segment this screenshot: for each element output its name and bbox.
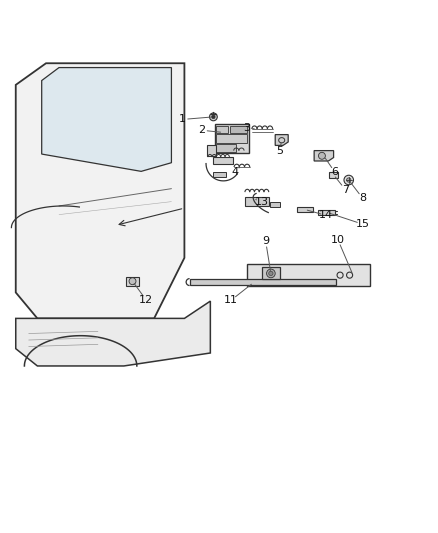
Text: 12: 12	[139, 295, 153, 305]
Polygon shape	[213, 172, 226, 176]
Polygon shape	[16, 301, 210, 366]
Polygon shape	[213, 157, 233, 164]
Circle shape	[129, 278, 136, 285]
Text: 13: 13	[254, 198, 268, 207]
Polygon shape	[190, 279, 336, 285]
Text: 3: 3	[244, 123, 251, 133]
Text: 4: 4	[232, 167, 239, 177]
Text: 11: 11	[224, 295, 238, 305]
Circle shape	[212, 115, 215, 119]
Text: 15: 15	[356, 219, 370, 229]
Text: 6: 6	[332, 167, 339, 177]
Circle shape	[269, 271, 273, 276]
Circle shape	[267, 269, 275, 278]
Circle shape	[318, 152, 325, 159]
Text: 7: 7	[342, 184, 349, 195]
Text: 10: 10	[331, 235, 345, 245]
Polygon shape	[216, 144, 236, 152]
Text: 8: 8	[359, 193, 366, 203]
Text: 5: 5	[276, 146, 283, 156]
Polygon shape	[329, 172, 338, 178]
Polygon shape	[216, 126, 228, 133]
Polygon shape	[270, 203, 279, 207]
Polygon shape	[126, 277, 138, 286]
Circle shape	[346, 178, 351, 182]
Polygon shape	[230, 126, 247, 133]
Polygon shape	[216, 134, 247, 143]
Polygon shape	[262, 268, 279, 279]
Text: 9: 9	[262, 237, 269, 246]
Circle shape	[209, 113, 217, 121]
Polygon shape	[215, 124, 249, 153]
Polygon shape	[318, 211, 335, 215]
Text: 2: 2	[198, 125, 205, 135]
Polygon shape	[247, 264, 371, 286]
Polygon shape	[297, 207, 313, 212]
Polygon shape	[314, 151, 334, 161]
Polygon shape	[42, 68, 171, 172]
Polygon shape	[207, 146, 215, 156]
Circle shape	[344, 175, 353, 185]
Polygon shape	[275, 135, 288, 146]
Text: 1: 1	[179, 115, 186, 125]
Text: 14: 14	[319, 211, 333, 221]
Polygon shape	[16, 63, 184, 318]
Polygon shape	[245, 197, 269, 206]
